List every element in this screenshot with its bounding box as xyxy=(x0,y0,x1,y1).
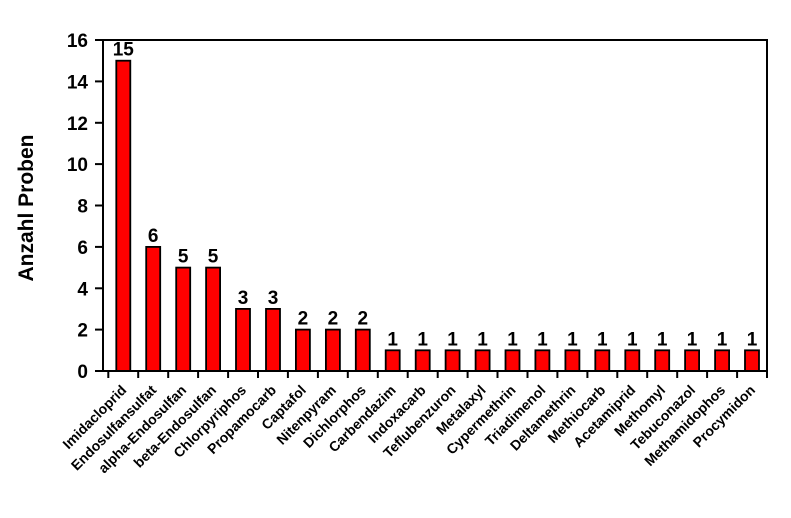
y-tick-label: 8 xyxy=(77,197,88,218)
y-tick-label: 10 xyxy=(67,155,88,176)
bar xyxy=(534,349,551,372)
bar xyxy=(354,328,371,372)
bar xyxy=(624,349,641,372)
bar-value-label: 2 xyxy=(358,309,369,330)
bar xyxy=(504,349,521,372)
bar xyxy=(564,349,581,372)
y-tick-label: 4 xyxy=(77,279,88,300)
bar-value-label: 1 xyxy=(567,329,578,350)
bar xyxy=(714,349,730,372)
bar-value-label: 6 xyxy=(148,226,159,247)
bar-value-label: 5 xyxy=(208,247,219,268)
bar xyxy=(115,59,132,372)
bar xyxy=(684,349,700,372)
bar xyxy=(474,349,491,372)
bar-value-label: 1 xyxy=(477,329,488,350)
bar-value-label: 1 xyxy=(387,329,398,350)
bar xyxy=(175,266,192,372)
bar-value-label: 1 xyxy=(747,329,758,350)
bar-value-label: 2 xyxy=(298,309,309,330)
bar xyxy=(145,245,162,372)
bar xyxy=(324,328,341,372)
bar-value-label: 5 xyxy=(178,247,189,268)
bar-value-label: 1 xyxy=(417,329,428,350)
bar xyxy=(444,349,461,372)
plot-frame xyxy=(102,39,768,372)
bar-value-label: 1 xyxy=(687,329,698,350)
bar-value-label: 1 xyxy=(597,329,608,350)
y-tick-label: 16 xyxy=(67,31,88,52)
bar-value-label: 1 xyxy=(507,329,518,350)
bar-value-label: 2 xyxy=(328,309,339,330)
y-tick-label: 14 xyxy=(67,72,89,93)
bar-value-label: 1 xyxy=(537,329,548,350)
bar xyxy=(744,349,760,372)
bar xyxy=(384,349,401,372)
bar-value-label: 3 xyxy=(238,288,249,309)
bar-value-label: 15 xyxy=(113,40,135,61)
bar xyxy=(205,266,222,372)
bar-value-label: 1 xyxy=(627,329,638,350)
plot-area: 15Imidacloprid6Endosulfansulfat5alpha-En… xyxy=(59,31,768,476)
bar xyxy=(654,349,671,372)
bar-value-label: 1 xyxy=(657,329,668,350)
y-axis-title: Anzahl Proben xyxy=(15,134,38,281)
bar xyxy=(594,349,611,372)
y-tick-label: 2 xyxy=(77,321,88,342)
y-tick-label: 0 xyxy=(77,362,88,383)
bar xyxy=(294,328,311,372)
bar-value-label: 3 xyxy=(268,288,279,309)
bar xyxy=(265,307,281,372)
bar xyxy=(235,307,251,372)
bar-value-label: 1 xyxy=(717,329,728,350)
y-tick-label: 6 xyxy=(77,238,88,259)
bar-value-label: 1 xyxy=(447,329,458,350)
y-tick-label: 12 xyxy=(67,114,88,135)
bar xyxy=(414,349,431,372)
